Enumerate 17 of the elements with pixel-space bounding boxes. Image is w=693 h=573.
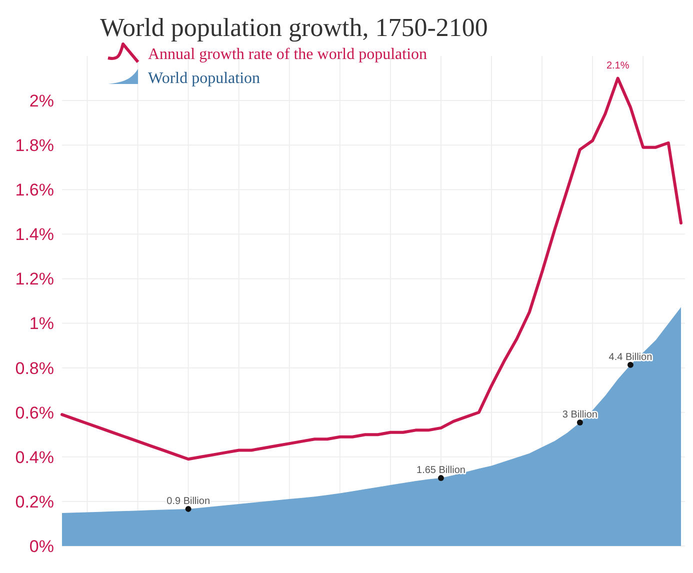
y-tick-label: 1% <box>29 314 54 334</box>
y-tick-label: 0.8% <box>15 358 54 378</box>
y-tick-label: 1.6% <box>15 180 54 200</box>
y-tick-label: 1.2% <box>15 270 54 289</box>
legend-label: World population <box>148 70 260 87</box>
y-tick-label: 1.4% <box>15 225 54 244</box>
data-label: 2.1% <box>606 60 630 72</box>
y-tick-label: 0% <box>29 536 54 556</box>
chart-title: World population growth, 1750-2100 <box>100 13 488 42</box>
legend-label: Annual growth rate of the world population <box>148 46 428 63</box>
y-tick-label: 1.8% <box>15 136 54 156</box>
data-label: 1.65 Billion <box>416 465 466 476</box>
y-tick-label: 0.2% <box>15 492 54 512</box>
data-label: 0.9 Billion <box>166 496 210 507</box>
y-tick-label: 0.6% <box>15 403 54 422</box>
y-tick-label: 0.4% <box>15 448 54 467</box>
y-tick-label: 2% <box>29 91 54 110</box>
